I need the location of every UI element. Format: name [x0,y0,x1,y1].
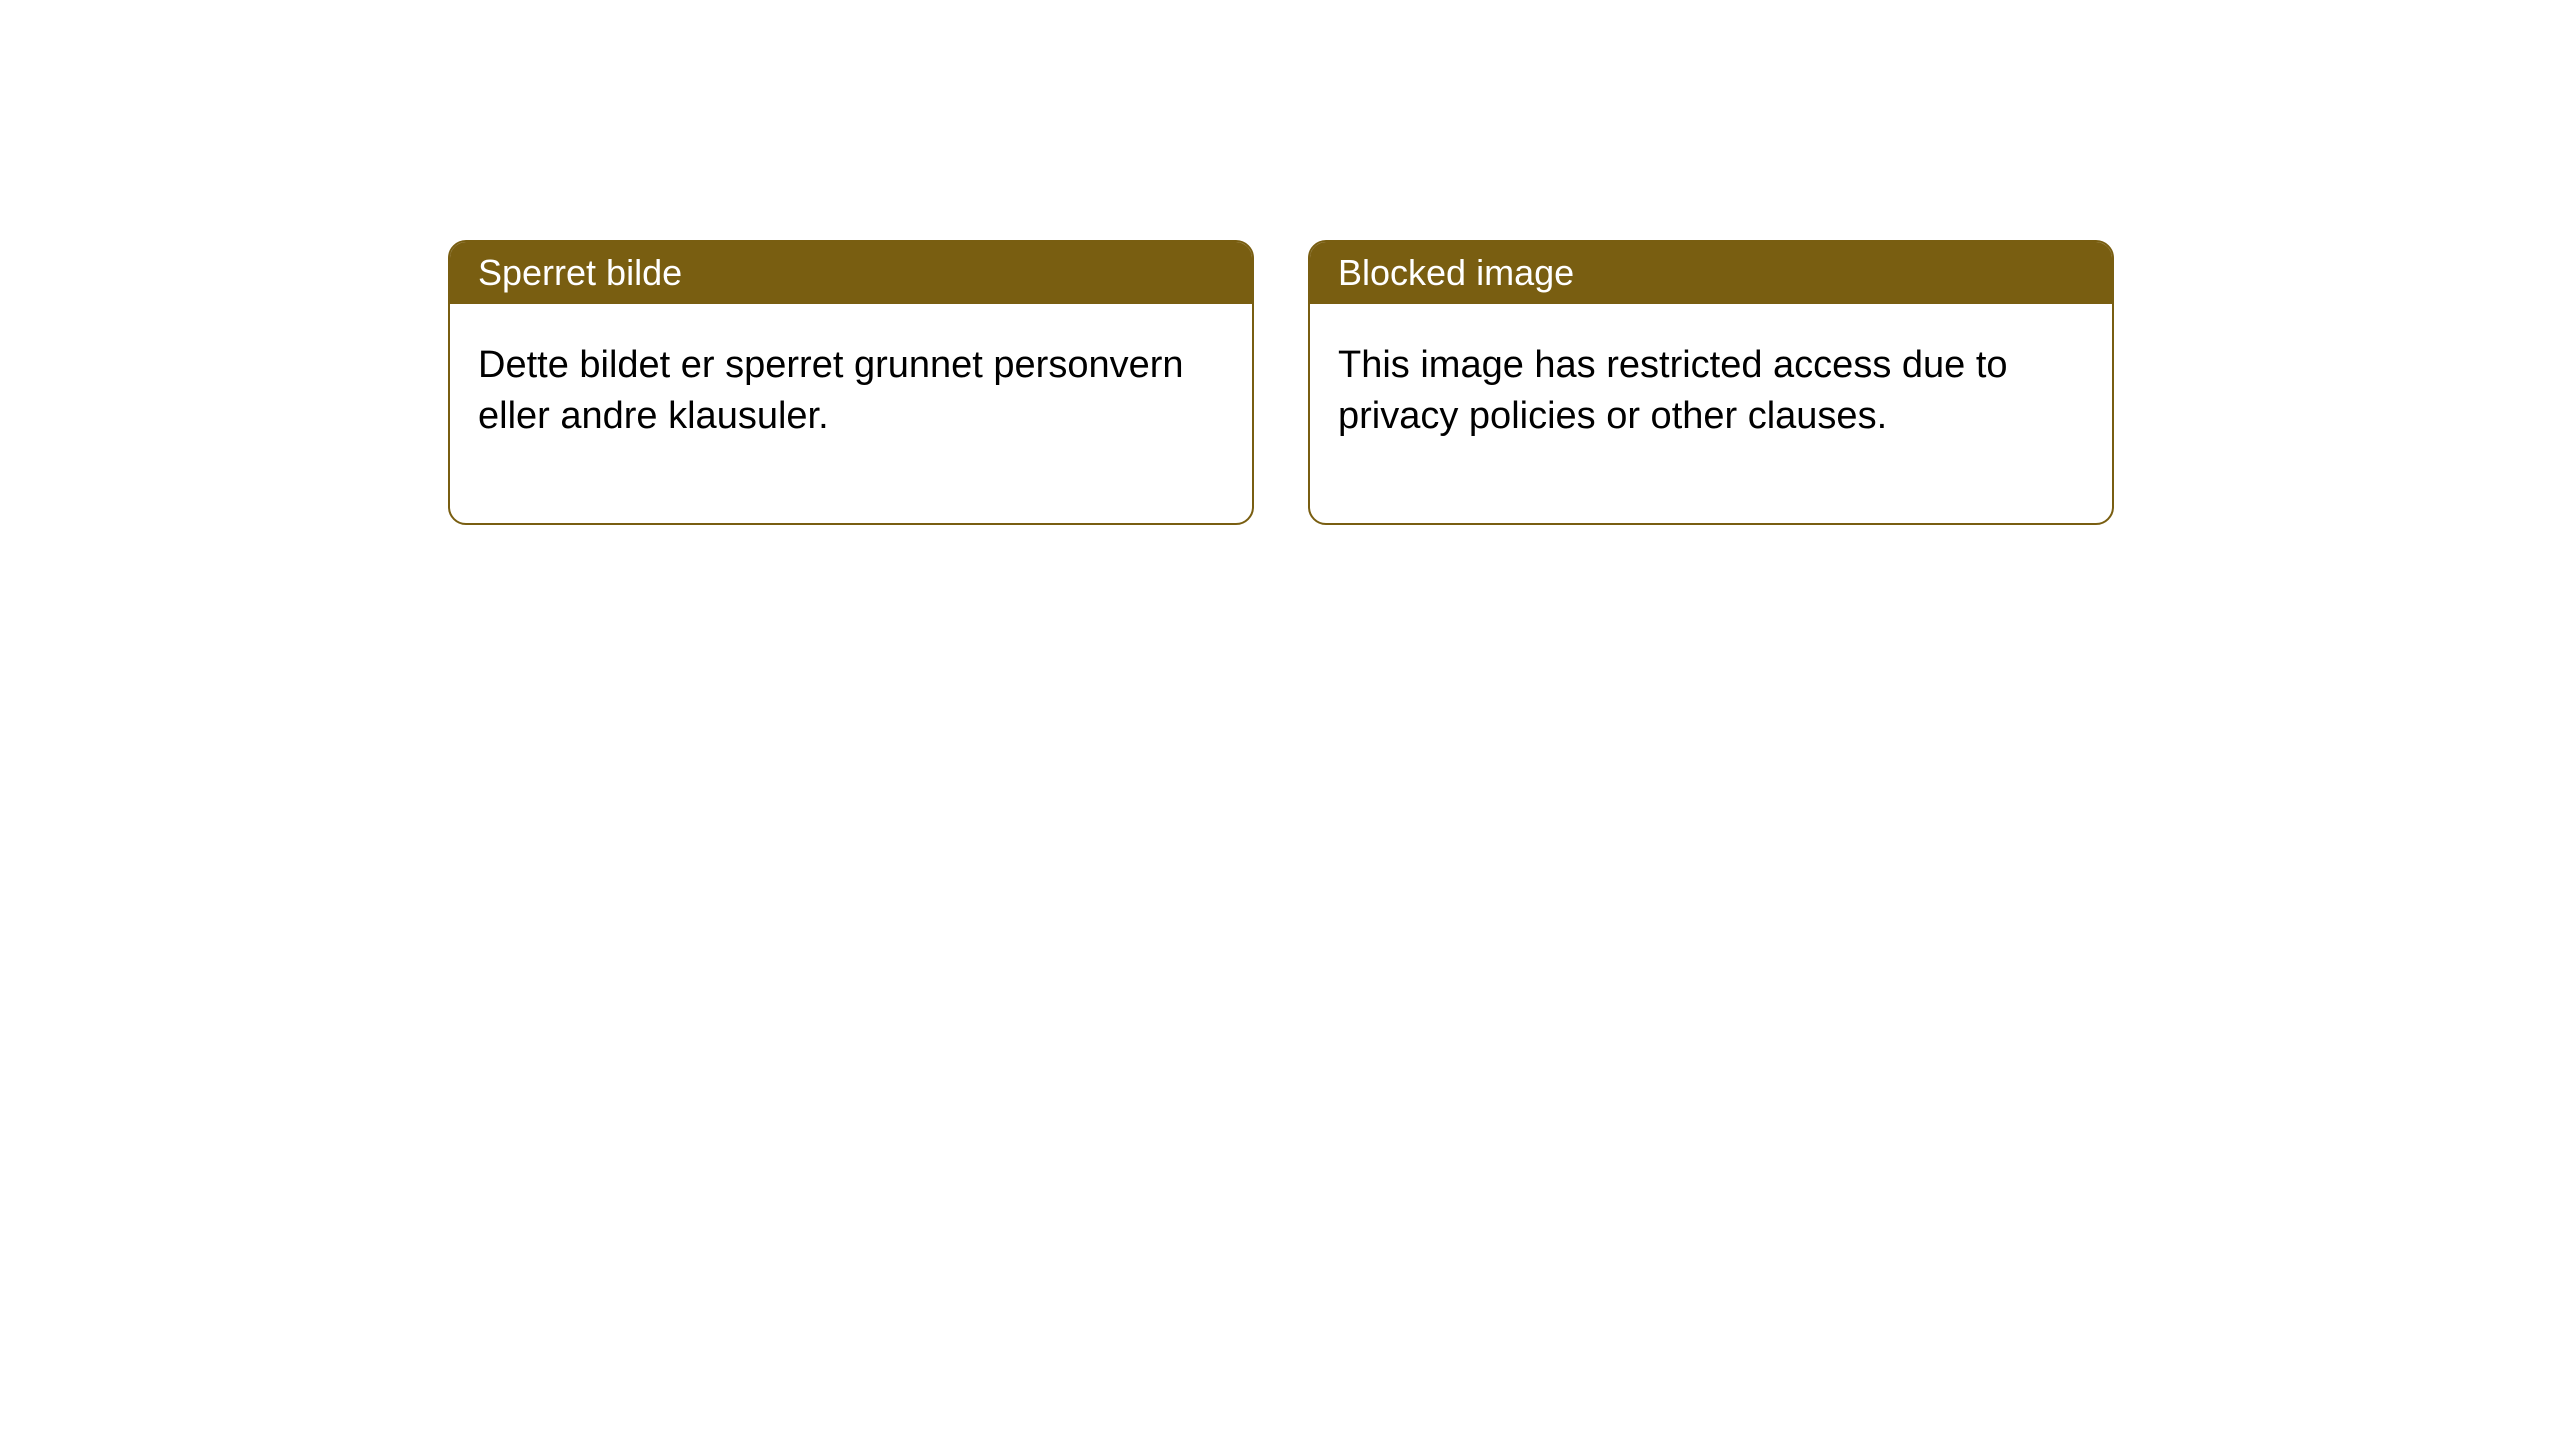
notice-title-en: Blocked image [1310,242,2112,304]
notice-container: Sperret bilde Dette bildet er sperret gr… [448,240,2114,525]
notice-body-en: This image has restricted access due to … [1310,304,2112,523]
notice-title-no: Sperret bilde [450,242,1252,304]
notice-card-en: Blocked image This image has restricted … [1308,240,2114,525]
notice-body-no: Dette bildet er sperret grunnet personve… [450,304,1252,523]
notice-card-no: Sperret bilde Dette bildet er sperret gr… [448,240,1254,525]
